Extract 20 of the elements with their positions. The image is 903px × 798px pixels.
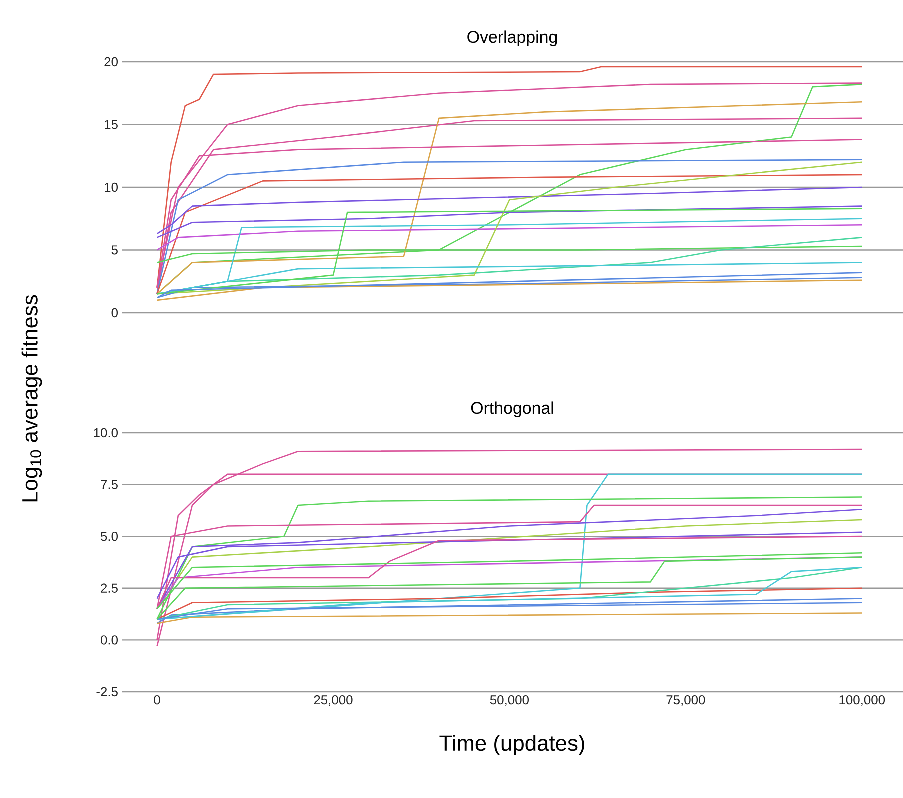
- y-tick-label: 0: [112, 308, 118, 318]
- x-tick-label: 0: [154, 696, 160, 705]
- x-axis-title: Time (updates): [440, 735, 584, 756]
- y-tick-label: 7.5: [101, 480, 118, 490]
- y-tick-label: 10: [105, 182, 118, 192]
- y-tick-label: -2.5: [96, 687, 118, 697]
- y-axis-title: Log$_{10}$ average fitness: [22, 295, 42, 502]
- x-tick-label: 50,000: [490, 696, 529, 706]
- x-tick-label: 100,000: [840, 696, 886, 706]
- y-tick-label: 15: [105, 120, 118, 130]
- y-tick-label: 0.0: [100, 636, 118, 645]
- chart-title: Orthogonal: [471, 402, 554, 418]
- y-tick-label: 20: [104, 57, 118, 67]
- y-tick-label: 5.0: [101, 532, 118, 542]
- x-tick-label: 25,000: [314, 696, 353, 706]
- x-tick-label: 75,000: [666, 696, 706, 706]
- y-tick-label: 5: [112, 246, 118, 255]
- y-tick-label: 2.5: [101, 584, 118, 593]
- chart-title: Overlapping: [468, 30, 558, 46]
- y-tick-label: 10.0: [94, 428, 118, 438]
